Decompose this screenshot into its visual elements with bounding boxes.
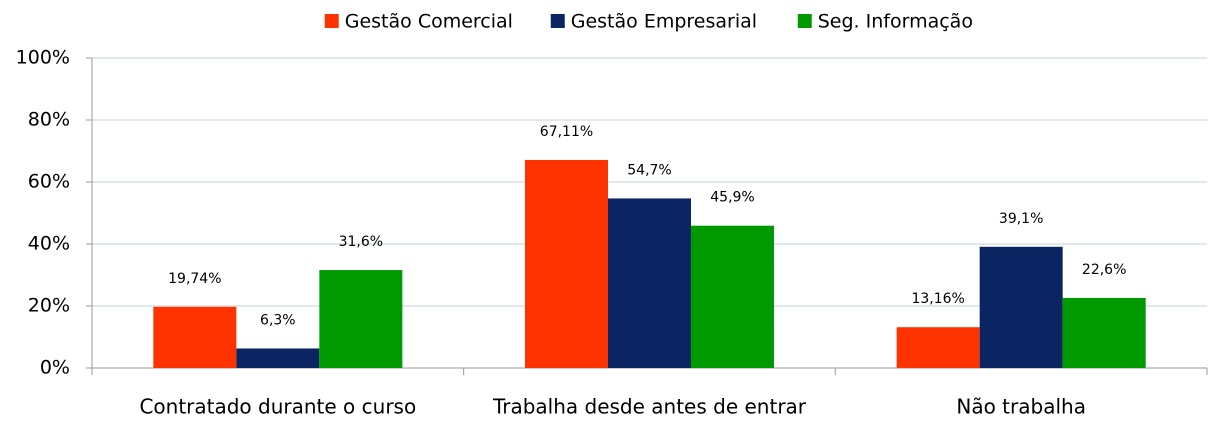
bar	[607, 198, 692, 368]
bar	[153, 306, 237, 368]
value-label: 45,9%	[710, 190, 754, 206]
value-label: 39,1%	[999, 211, 1043, 227]
y-tick-label: 40%	[28, 233, 70, 255]
value-label: 67,11%	[540, 124, 593, 140]
legend-label: Gestão Comercial	[345, 11, 513, 33]
value-label: 22,6%	[1082, 262, 1126, 278]
x-tick-label: Contratado durante o curso	[139, 395, 416, 419]
legend-swatch	[550, 14, 565, 28]
bar	[319, 270, 403, 368]
y-tick-label: 80%	[28, 109, 70, 131]
value-label: 13,16%	[911, 291, 964, 307]
bar	[236, 348, 320, 368]
value-label: 19,74%	[168, 271, 221, 287]
value-label: 6,3%	[260, 312, 296, 328]
bar	[896, 327, 980, 368]
legend-swatch	[324, 14, 339, 28]
legend-label: Seg. Informação	[818, 11, 973, 33]
value-label: 31,6%	[339, 234, 383, 250]
legend-swatch	[797, 14, 812, 28]
y-tick-label: 100%	[16, 47, 70, 69]
bar	[691, 225, 775, 368]
bar	[979, 246, 1063, 368]
y-tick-label: 60%	[28, 171, 70, 193]
y-tick-label: 0%	[40, 357, 70, 379]
bar	[524, 159, 608, 368]
y-tick-label: 20%	[28, 295, 70, 317]
x-tick-label: Trabalha desde antes de entrar	[492, 395, 807, 419]
bar	[1062, 297, 1146, 368]
value-label: 54,7%	[627, 162, 671, 178]
x-tick-label: Não trabalha	[956, 395, 1086, 419]
legend-label: Gestão Empresarial	[571, 11, 757, 33]
